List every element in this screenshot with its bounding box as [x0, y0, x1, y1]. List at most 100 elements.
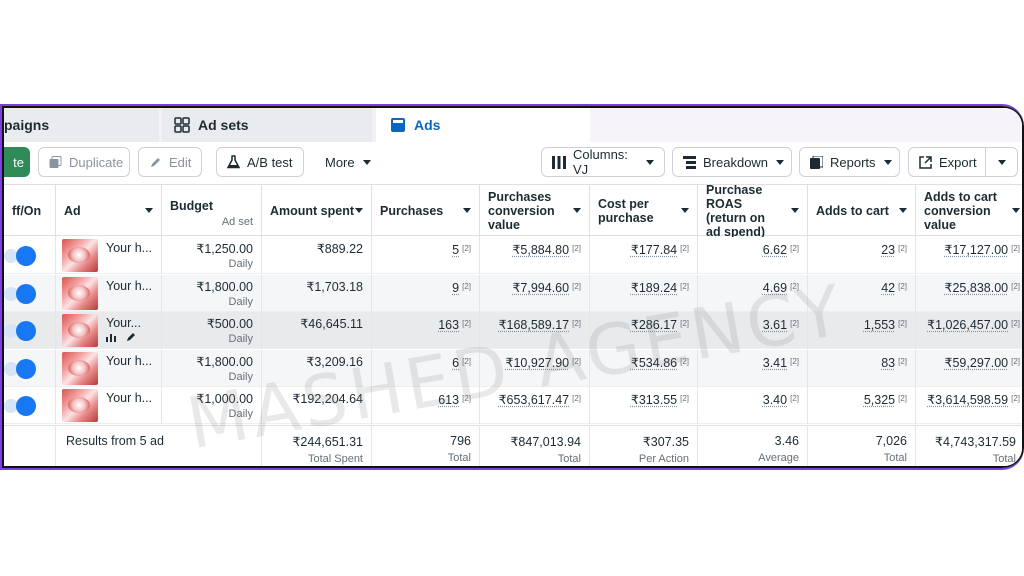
columns-button[interactable]: Columns: VJ [541, 147, 665, 177]
cell-purchases[interactable]: 9 [2] [372, 274, 480, 312]
tab-campaigns[interactable]: paigns [4, 108, 159, 142]
ad-cell[interactable]: Your... [56, 312, 162, 349]
ad-name[interactable]: Your... [106, 316, 141, 330]
cell-purchases[interactable]: 6 [2] [372, 349, 480, 387]
on-off-toggle[interactable] [16, 358, 36, 379]
cell-roas[interactable]: 3.61 [2] [698, 312, 808, 349]
ad-cell[interactable]: Your h... [56, 387, 162, 424]
cell-conv-value[interactable]: ₹10,927.90 [2] [480, 349, 590, 387]
breakdown-label: Breakdown [703, 154, 769, 170]
on-off-toggle[interactable] [16, 321, 36, 341]
on-off-toggle[interactable] [16, 283, 36, 304]
cell-adds-to-cart[interactable]: 42 [2] [808, 274, 916, 312]
cell-value: ₹177.84 [2] [598, 241, 689, 258]
on-off-toggle[interactable] [16, 396, 36, 416]
cell-value: ₹5,884.80 [2] [488, 241, 581, 258]
cell-atc-value[interactable]: ₹17,127.00 [2] [916, 237, 1022, 274]
col-purchases-conversion-value[interactable]: Purchases conversion value [480, 185, 590, 237]
attribution-marker: [2] [898, 244, 907, 253]
cell-roas[interactable]: 3.40 [2] [698, 387, 808, 424]
table-row[interactable]: Your h... ₹1,250.00 Daily ₹889.22 5 [2] ₹5,884… [4, 237, 1022, 274]
table-row[interactable]: Your h... ₹1,800.00 Daily ₹1,703.18 9 [2] ₹7,9… [4, 274, 1022, 312]
cell-adds-to-cart[interactable]: 1,553 [2] [808, 312, 916, 349]
ad-cell[interactable]: Your h... [56, 274, 162, 312]
cell-purchases[interactable]: 163 [2] [372, 312, 480, 349]
col-purchases[interactable]: Purchases [372, 185, 480, 237]
toggle-cell [4, 274, 56, 312]
col-cost-per-purchase[interactable]: Cost per purchase [590, 185, 698, 237]
cell-roas[interactable]: 3.41 [2] [698, 349, 808, 387]
cell-roas[interactable]: 4.69 [2] [698, 274, 808, 312]
budget-type: Daily [228, 258, 253, 270]
cell-atc-value[interactable]: ₹25,838.00 [2] [916, 275, 1022, 312]
table-row[interactable]: Your h... ₹1,800.00 Daily ₹3,209.16 6 [2] ₹10,… [4, 349, 1022, 387]
attribution-marker: [2] [1011, 281, 1020, 291]
cell-adds-to-cart[interactable]: 23 [2] [808, 237, 916, 274]
table-row[interactable]: Your h... ₹1,000.00 Daily ₹192,204.64 613 [2]… [4, 387, 1022, 424]
cell-cost-per-purchase[interactable]: ₹286.17 [2] [590, 312, 698, 349]
cell-purchases[interactable]: 613 [2] [372, 387, 480, 424]
table-row[interactable]: Your... ₹500.00 Daily ₹46,645.11 163 [2] ₹168,… [4, 312, 1022, 349]
more-button[interactable]: More [314, 147, 378, 177]
col-adds-to-cart-conversion-value[interactable]: Adds to cart conversion value [916, 185, 1022, 237]
cell-conv-value[interactable]: ₹5,884.80 [2] [480, 237, 590, 274]
col-ad[interactable]: Ad [56, 185, 162, 237]
ab-test-button[interactable]: A/B test [216, 147, 304, 177]
ad-name[interactable]: Your h... [106, 353, 153, 368]
cell-conv-value[interactable]: ₹168,589.17 [2] [480, 312, 590, 349]
col-label: Adds to cart [816, 204, 889, 218]
cell-roas[interactable]: 6.62 [2] [698, 237, 808, 274]
cell-cost-per-purchase[interactable]: ₹534.86 [2] [590, 349, 698, 387]
cell-conv-value[interactable]: ₹7,994.60 [2] [480, 274, 590, 312]
edit-button[interactable]: Edit [138, 147, 202, 177]
col-budget[interactable]: Budget Ad set [162, 185, 262, 237]
cell-atc-value[interactable]: ₹1,026,457.00 [2] [916, 312, 1022, 349]
ad-name[interactable]: Your h... [106, 241, 153, 255]
create-button[interactable]: te [4, 147, 30, 177]
bar-chart-icon[interactable] [106, 332, 116, 345]
breakdown-button[interactable]: Breakdown [672, 147, 792, 177]
attribution-marker: [2] [572, 319, 581, 328]
tab-ads[interactable]: Ads [376, 108, 590, 142]
cell-text: ₹46,645.11 [300, 317, 363, 331]
summary-sub: Total [447, 452, 471, 464]
pencil-icon[interactable] [126, 332, 136, 345]
cell-text: ₹3,614,598.59 [927, 393, 1009, 407]
cell-text: 1,553 [863, 318, 896, 332]
export-label: Export [939, 154, 977, 170]
cell-adds-to-cart[interactable]: 83 [2] [808, 349, 916, 387]
summary-sub: Total [992, 453, 1016, 465]
export-button[interactable]: Export [908, 147, 986, 177]
chevron-down-icon [791, 208, 799, 213]
cell-purchases[interactable]: 5 [2] [372, 237, 480, 274]
cell-amount-spent: ₹1,703.18 [262, 274, 372, 312]
ad-name[interactable]: Your h... [106, 391, 153, 405]
cell-cost-per-purchase[interactable]: ₹189.24 [2] [590, 274, 698, 312]
summary-results-label: Results from 5 ad [56, 426, 262, 466]
duplicate-label: Duplicate [69, 154, 124, 170]
ad-name[interactable]: Your h... [106, 278, 153, 293]
cell-text: 163 [438, 318, 460, 332]
cell-cost-per-purchase[interactable]: ₹177.84 [2] [590, 237, 698, 274]
ad-cell[interactable]: Your h... [56, 349, 162, 387]
cell-atc-value[interactable]: ₹3,614,598.59 [2] [916, 387, 1022, 424]
col-adds-to-cart[interactable]: Adds to cart [808, 185, 916, 237]
col-amount-spent[interactable]: Amount spent [262, 185, 372, 237]
reports-button[interactable]: Reports [799, 147, 900, 177]
attribution-marker: [2] [790, 319, 799, 328]
duplicate-button[interactable]: Duplicate [38, 147, 130, 177]
summary-atc-value: ₹4,743,317.59 Total [916, 426, 1022, 466]
cell-adds-to-cart[interactable]: 5,325 [2] [808, 387, 916, 424]
cell-conv-value[interactable]: ₹653,617.47 [2] [480, 387, 590, 424]
ad-cell[interactable]: Your h... [56, 237, 162, 274]
chevron-down-icon [776, 159, 785, 165]
cell-cost-per-purchase[interactable]: ₹313.55 [2] [590, 387, 698, 424]
export-menu-button[interactable] [985, 147, 1018, 177]
cell-atc-value[interactable]: ₹59,297.00 [2] [916, 350, 1022, 387]
cell-text: ₹177.84 [630, 243, 678, 257]
col-purchase-roas[interactable]: Purchase ROAS (return on ad spend) [698, 185, 808, 237]
cell-amount-spent: ₹3,209.16 [262, 349, 372, 387]
tab-ad-sets[interactable]: Ad sets [162, 108, 372, 142]
col-off-on[interactable]: ff/On [4, 185, 56, 237]
on-off-toggle[interactable] [16, 246, 36, 266]
